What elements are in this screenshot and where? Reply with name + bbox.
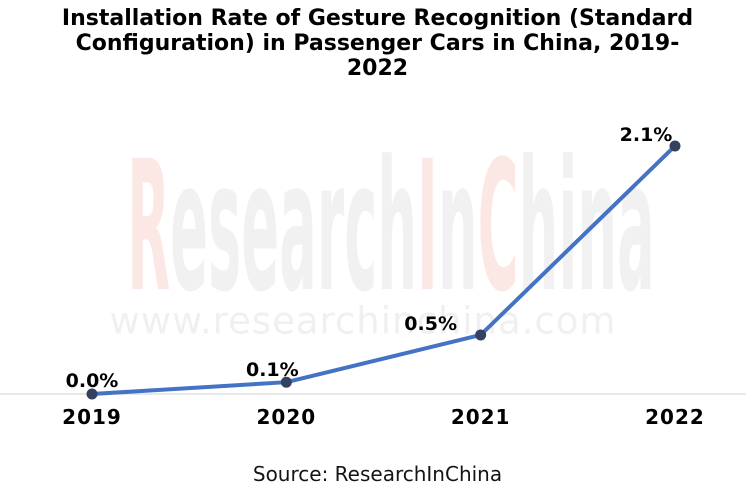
data-point-marker bbox=[280, 376, 292, 388]
data-point-label: 2.1% bbox=[620, 124, 673, 146]
data-point-marker bbox=[475, 329, 487, 341]
x-axis-tick-label: 2022 bbox=[645, 405, 705, 429]
series-line bbox=[90, 143, 677, 396]
chart-title: Installation Rate of Gesture Recognition… bbox=[0, 6, 755, 81]
x-axis-tick-label: 2021 bbox=[451, 405, 511, 429]
data-point-label: 0.1% bbox=[246, 359, 299, 381]
source-caption: Source: ResearchInChina bbox=[252, 462, 503, 486]
chart-title-line-3: 2022 bbox=[346, 56, 409, 81]
data-point-marker bbox=[669, 140, 681, 152]
x-axis-tick-label: 2019 bbox=[62, 405, 122, 429]
x-axis-tick-label: 2020 bbox=[256, 405, 316, 429]
data-point-marker bbox=[86, 388, 98, 400]
data-point-label: 0.0% bbox=[66, 370, 119, 392]
data-point-label: 0.5% bbox=[404, 313, 457, 335]
chart-title-line-1: Installation Rate of Gesture Recognition… bbox=[61, 6, 694, 31]
chart-title-line-2: Configuration) in Passenger Cars in Chin… bbox=[75, 31, 680, 56]
